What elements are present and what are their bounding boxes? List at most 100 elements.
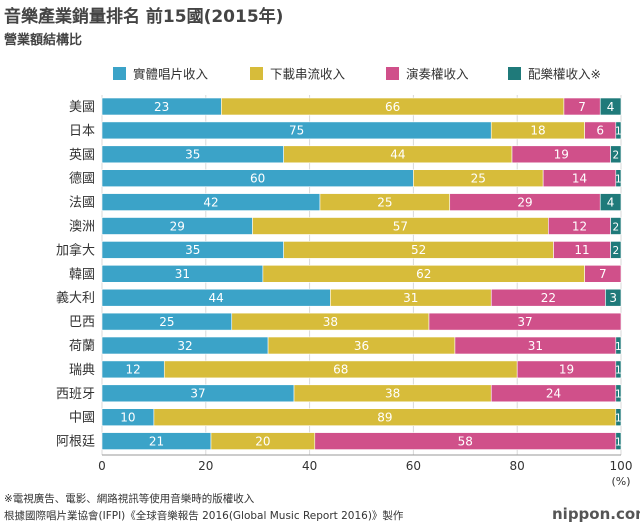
data-label: 29 — [170, 219, 185, 233]
data-label: 1 — [615, 436, 622, 448]
x-tick-label: 40 — [302, 459, 317, 473]
footnote-source: 根據國際唱片業協會(IFPI)《全球音樂報告 2016(Global Music… — [4, 510, 404, 522]
data-label: 2 — [612, 150, 619, 162]
data-label: 1 — [615, 413, 622, 425]
data-label: 1 — [615, 341, 622, 353]
data-label: 2 — [612, 245, 619, 257]
legend-swatch — [113, 67, 126, 80]
category-label: 西班牙 — [56, 387, 95, 402]
data-label: 1 — [615, 365, 622, 377]
data-label: 31 — [175, 267, 190, 281]
data-label: 22 — [541, 291, 556, 305]
data-label: 35 — [185, 243, 200, 257]
x-tick-label: 100 — [610, 459, 633, 473]
bar-segment — [615, 169, 622, 187]
category-label: 中國 — [69, 411, 95, 426]
x-tick-label: 80 — [510, 459, 525, 473]
footnote-definition: ※電視廣告、電影、網路視訊等使用音樂時的版權收入 — [4, 493, 255, 505]
bar-segment — [615, 121, 622, 140]
data-label: 31 — [528, 339, 543, 353]
data-label: 89 — [377, 411, 392, 425]
bar-segment — [615, 408, 622, 427]
data-label: 44 — [209, 291, 224, 305]
data-label: 6 — [596, 124, 604, 138]
data-label: 66 — [385, 100, 400, 114]
data-label: 35 — [185, 148, 200, 162]
category-label: 日本 — [69, 124, 95, 139]
data-label: 42 — [203, 195, 218, 209]
category-label: 澳洲 — [69, 219, 95, 235]
legend-label: 配樂權收入※ — [528, 67, 601, 82]
bar-segment — [610, 145, 622, 164]
category-label: 義大利 — [56, 290, 95, 306]
brand-logo: nippon.com — [552, 505, 640, 523]
x-axis-label: (%) — [611, 475, 630, 488]
data-label: 37 — [517, 315, 532, 329]
category-label: 巴西 — [69, 315, 95, 330]
data-label: 31 — [403, 291, 418, 305]
data-label: 4 — [607, 195, 615, 209]
bar-segment — [610, 217, 622, 235]
data-label: 11 — [574, 243, 589, 257]
bar-segment — [615, 336, 622, 355]
data-label: 58 — [458, 434, 473, 448]
data-label: 23 — [154, 100, 169, 114]
data-label: 4 — [607, 100, 615, 114]
legend-swatch — [386, 67, 399, 80]
data-label: 36 — [354, 339, 369, 353]
x-tick-label: 0 — [98, 459, 106, 473]
category-label: 加拿大 — [56, 242, 95, 258]
data-label: 25 — [471, 172, 486, 186]
legend-label: 演奏權收入 — [406, 67, 469, 82]
data-label: 32 — [177, 339, 192, 353]
data-label: 19 — [554, 148, 569, 162]
data-label: 57 — [393, 219, 408, 233]
category-label: 德國 — [69, 172, 95, 187]
legend-swatch — [508, 67, 521, 80]
data-label: 1 — [615, 126, 622, 138]
data-label: 29 — [517, 195, 532, 209]
bar-segment — [599, 97, 622, 116]
x-tick-label: 60 — [406, 459, 421, 473]
legend-swatch — [250, 67, 263, 80]
chart-subtitle: 營業額結構比 — [4, 33, 83, 48]
bar-segment — [615, 360, 622, 379]
data-label: 52 — [411, 243, 426, 257]
data-label: 12 — [125, 363, 140, 377]
data-label: 60 — [250, 172, 265, 186]
data-label: 7 — [578, 100, 586, 114]
bar-segment — [610, 241, 622, 259]
data-label: 25 — [159, 315, 174, 329]
data-label: 2 — [612, 221, 619, 233]
category-label: 韓國 — [69, 267, 95, 282]
data-label: 20 — [255, 434, 270, 448]
data-label: 75 — [289, 124, 304, 138]
data-label: 38 — [323, 315, 338, 329]
category-label: 英國 — [69, 148, 95, 163]
data-label: 7 — [599, 267, 607, 281]
category-label: 瑞典 — [69, 363, 95, 378]
data-label: 38 — [385, 387, 400, 401]
x-tick-label: 20 — [198, 459, 213, 473]
data-label: 18 — [530, 124, 545, 138]
category-label: 荷蘭 — [69, 338, 95, 354]
category-label: 法國 — [69, 196, 95, 211]
bar-segment — [599, 193, 622, 211]
category-label: 阿根廷 — [56, 435, 95, 450]
data-label: 62 — [416, 267, 431, 281]
data-label: 3 — [609, 291, 617, 305]
data-label: 12 — [572, 219, 587, 233]
data-label: 68 — [333, 363, 348, 377]
bar-segment — [605, 288, 622, 307]
data-label: 25 — [377, 195, 392, 209]
category-label: 美國 — [69, 100, 95, 115]
legend-label: 下載串流收入 — [270, 67, 346, 82]
data-label: 37 — [190, 387, 205, 401]
data-label: 44 — [390, 148, 405, 162]
bar-segment — [615, 432, 622, 450]
bar-segment — [428, 312, 622, 331]
legend-label: 實體唱片收入 — [133, 67, 209, 82]
bar-segment — [584, 264, 622, 283]
bar-segment — [615, 384, 622, 403]
